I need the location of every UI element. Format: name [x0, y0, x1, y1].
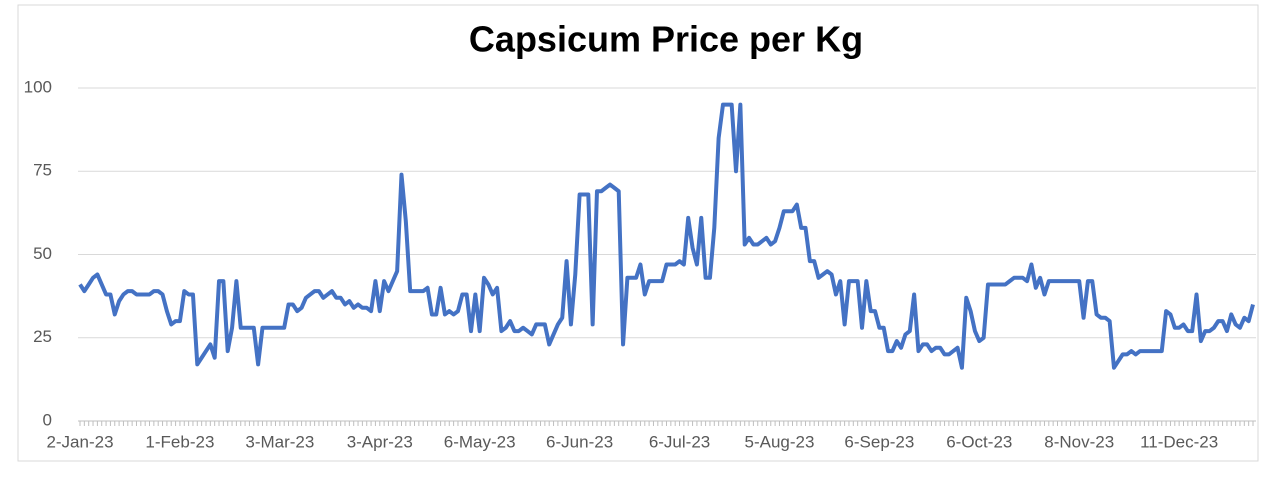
y-tick-label: 25	[33, 327, 52, 346]
x-tick-label: 6-Jun-23	[546, 432, 613, 451]
x-tick-label: 3-Mar-23	[245, 432, 314, 451]
y-tick-label: 100	[24, 77, 52, 96]
x-tick-label: 1-Feb-23	[145, 432, 214, 451]
x-tick-label: 6-May-23	[444, 432, 516, 451]
x-tick-label: 6-Sep-23	[844, 432, 914, 451]
x-tick-label: 6-Oct-23	[946, 432, 1012, 451]
y-tick-label: 75	[33, 161, 52, 180]
y-tick-label: 0	[43, 410, 52, 429]
x-tick-label: 5-Aug-23	[744, 432, 814, 451]
price-line	[78, 102, 1255, 370]
x-tick-label: 11-Dec-23	[1140, 432, 1218, 451]
x-tick-label: 6-Jul-23	[649, 432, 710, 451]
x-tick-label: 2-Jan-23	[46, 432, 113, 451]
x-tick-label: 8-Nov-23	[1044, 432, 1114, 451]
x-tick-label: 3-Apr-23	[347, 432, 413, 451]
chart-title: Capsicum Price per Kg	[469, 19, 863, 60]
y-tick-label: 50	[33, 244, 52, 263]
chart-frame	[17, 4, 1259, 462]
